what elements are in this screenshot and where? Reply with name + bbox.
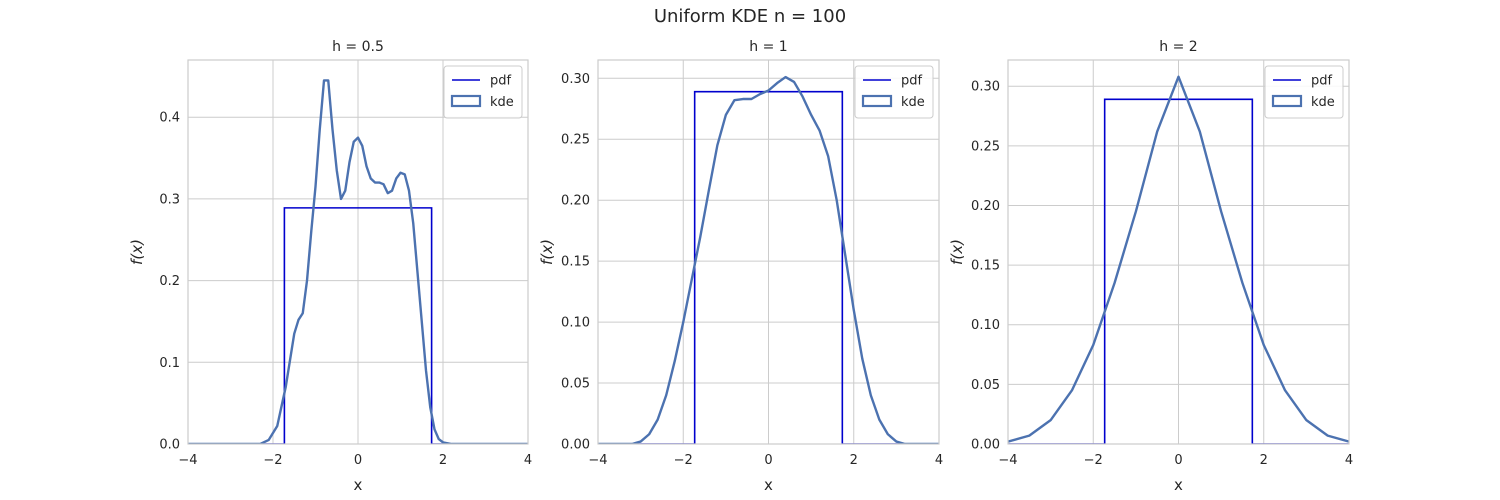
y-tick-label: 0.0 xyxy=(159,438,180,453)
axes-frame xyxy=(597,59,940,445)
y-tick-label: 0.20 xyxy=(561,194,590,209)
y-tick-label: 0.30 xyxy=(561,72,590,87)
x-tick-label: −4 xyxy=(998,453,1017,468)
x-axis-label: x xyxy=(354,476,363,494)
legend-pdf-label: pdf xyxy=(901,74,923,89)
plot-area xyxy=(188,79,528,444)
legend-pdf-label: pdf xyxy=(490,74,512,89)
x-tick-label: 2 xyxy=(439,453,447,468)
y-tick-label: 0.10 xyxy=(561,316,590,331)
y-tick-label: 0.05 xyxy=(971,378,1000,393)
panel-title: h = 2 xyxy=(1159,39,1197,55)
legend-kde-label: kde xyxy=(1311,95,1335,110)
x-tick-label: −4 xyxy=(588,453,607,468)
y-tick-label: 0.20 xyxy=(971,199,1000,214)
x-tick-label: 0 xyxy=(1174,453,1182,468)
y-tick-label: 0.25 xyxy=(971,139,1000,154)
panel-1: −4 −2 0 2 4 0.0 0.1 0.2 0.3 0.4 h = 0.5 x f(x) pdf kde xyxy=(128,39,532,494)
x-tick-label: −2 xyxy=(674,453,693,468)
pdf-line xyxy=(188,207,528,444)
y-tick-label: 0.10 xyxy=(971,318,1000,333)
x-tick-label: −4 xyxy=(178,453,197,468)
legend: pdf kde xyxy=(1264,65,1344,119)
x-tick-label: 4 xyxy=(1345,453,1353,468)
legend-kde-swatch xyxy=(861,94,893,108)
legend-kde-swatch xyxy=(450,94,482,108)
x-tick-label: 4 xyxy=(935,453,943,468)
x-tick-label: 0 xyxy=(764,453,772,468)
y-tick-label: 0.25 xyxy=(561,133,590,148)
y-tick-label: 0.3 xyxy=(159,192,180,207)
x-tick-label: 0 xyxy=(354,453,362,468)
y-tick-label: 0.15 xyxy=(561,255,590,270)
y-tick-label: 0.05 xyxy=(561,377,590,392)
legend: pdf kde xyxy=(443,65,523,119)
axes-frame xyxy=(1007,59,1350,445)
y-axis-label: f(x) xyxy=(538,239,556,265)
x-axis-label: x xyxy=(1174,476,1183,494)
panel-2: −4 −2 0 2 4 0.00 0.05 0.10 0.15 0.20 0.25 0.30 h = 1… xyxy=(538,39,943,494)
figure-title: Uniform KDE n = 100 xyxy=(653,6,847,27)
legend-kde-swatch xyxy=(1271,94,1303,108)
y-tick-label: 0.2 xyxy=(159,274,180,289)
kde-curve xyxy=(188,79,528,444)
panel-3: −4 −2 0 2 4 0.00 0.05 0.10 0.15 0.20 0.25 0.30 h = 2… xyxy=(948,39,1353,494)
axes-frame xyxy=(187,59,529,445)
legend-pdf-label: pdf xyxy=(1311,74,1333,89)
plot-area xyxy=(1008,75,1349,444)
pdf-line xyxy=(1008,98,1349,444)
x-tick-label: −2 xyxy=(1084,453,1103,468)
panel-title: h = 0.5 xyxy=(332,39,384,55)
kde-curve xyxy=(1008,75,1349,443)
x-tick-label: −2 xyxy=(263,453,282,468)
legend-kde-label: kde xyxy=(490,95,514,110)
y-tick-label: 0.00 xyxy=(971,438,1000,453)
y-tick-label: 0.4 xyxy=(159,111,180,126)
x-tick-label: 2 xyxy=(1260,453,1268,468)
kde-curve xyxy=(598,75,939,444)
x-tick-label: 2 xyxy=(850,453,858,468)
x-axis-label: x xyxy=(764,476,773,494)
y-tick-label: 0.30 xyxy=(971,80,1000,95)
y-tick-label: 0.15 xyxy=(971,259,1000,274)
plot-area xyxy=(598,75,939,444)
x-tick-label: 4 xyxy=(524,453,532,468)
y-axis-label: f(x) xyxy=(948,239,966,265)
y-tick-label: 0.00 xyxy=(561,438,590,453)
y-tick-label: 0.1 xyxy=(159,356,180,371)
panel-title: h = 1 xyxy=(749,39,787,55)
y-axis-label: f(x) xyxy=(128,239,146,265)
legend-kde-label: kde xyxy=(901,95,925,110)
legend: pdf kde xyxy=(854,65,934,119)
